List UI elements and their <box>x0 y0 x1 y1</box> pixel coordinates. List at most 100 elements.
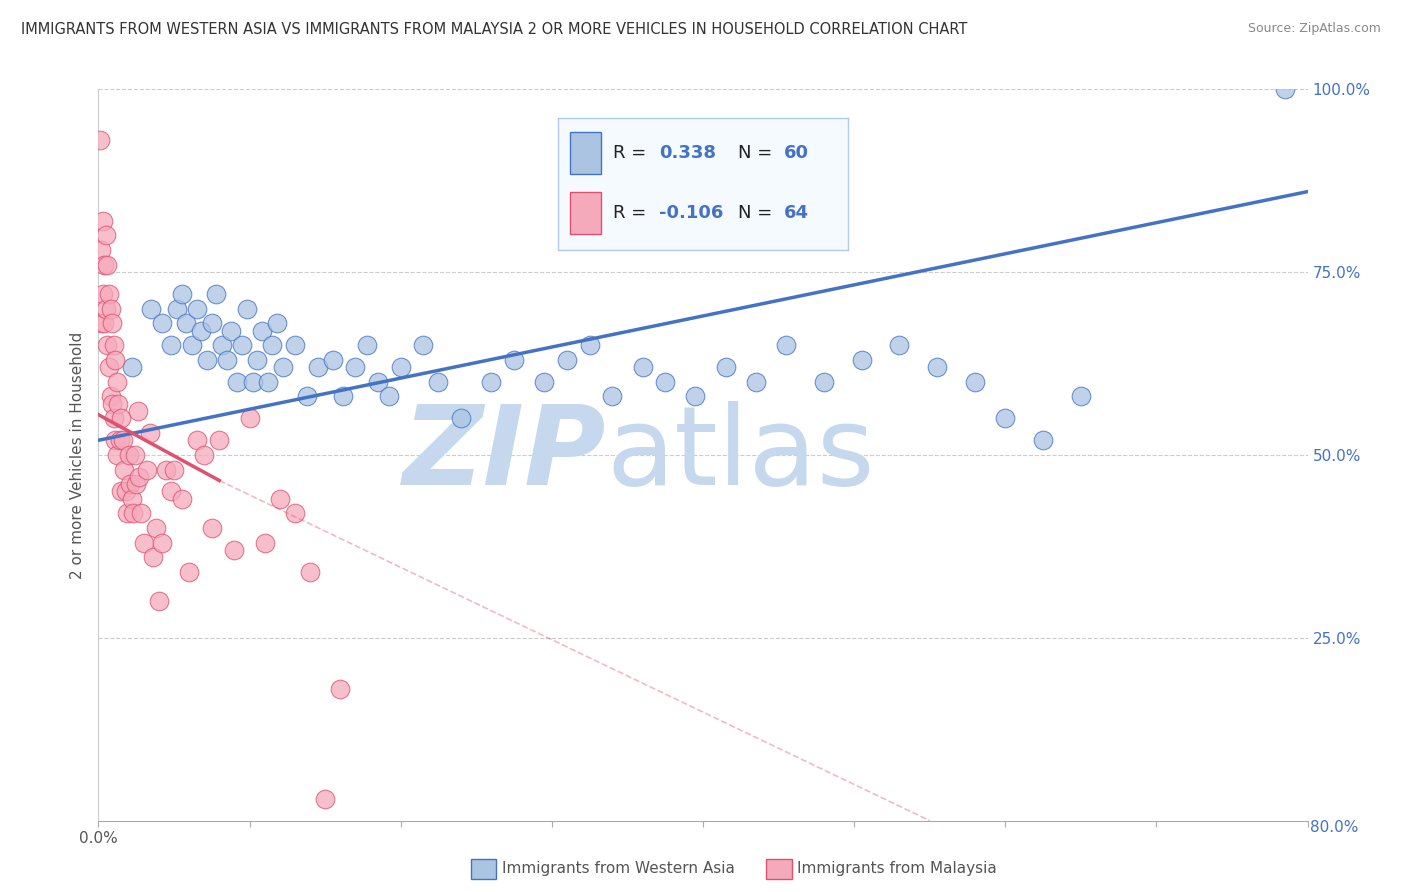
Point <box>284 507 307 521</box>
Point <box>98 287 121 301</box>
Point <box>163 462 186 476</box>
Point <box>111 434 134 448</box>
Point <box>179 565 201 579</box>
Point <box>295 389 318 403</box>
Point <box>90 243 112 257</box>
Point <box>100 301 122 316</box>
Point <box>110 484 132 499</box>
Point <box>166 301 188 316</box>
Point <box>122 507 145 521</box>
Point <box>118 448 141 462</box>
Point <box>269 491 291 506</box>
Point <box>602 389 624 403</box>
Point <box>160 338 183 352</box>
Text: Immigrants from Malaysia: Immigrants from Malaysia <box>797 862 997 876</box>
Text: Immigrants from Western Asia: Immigrants from Western Asia <box>502 862 735 876</box>
Point <box>284 338 307 352</box>
Point <box>578 338 600 352</box>
Point <box>889 338 911 352</box>
Point <box>654 375 676 389</box>
Point <box>132 535 155 549</box>
Point <box>93 258 115 272</box>
Point <box>242 375 264 389</box>
Point <box>150 535 173 549</box>
Point <box>104 434 127 448</box>
Point <box>91 287 114 301</box>
Point <box>356 338 378 352</box>
Point <box>1032 434 1054 448</box>
Point <box>193 448 215 462</box>
Point <box>145 521 167 535</box>
Point <box>148 594 170 608</box>
Point <box>181 338 204 352</box>
Point <box>190 324 212 338</box>
Point <box>105 448 128 462</box>
Point <box>427 375 450 389</box>
Point <box>533 375 555 389</box>
Text: ZIP: ZIP <box>402 401 606 508</box>
Point <box>104 352 127 367</box>
Point <box>555 352 578 367</box>
Point <box>745 375 768 389</box>
Point <box>155 462 177 476</box>
Point <box>481 375 503 389</box>
Point <box>170 491 193 506</box>
Point <box>262 338 284 352</box>
Point <box>813 375 835 389</box>
Point <box>332 389 354 403</box>
Point <box>299 565 322 579</box>
Point <box>367 375 389 389</box>
Point <box>775 338 797 352</box>
Point <box>96 338 118 352</box>
Point <box>389 360 412 375</box>
Point <box>125 477 148 491</box>
Point <box>98 360 121 375</box>
Text: 80.0%: 80.0% <box>1310 821 1358 835</box>
Point <box>256 375 278 389</box>
Point <box>211 338 233 352</box>
Point <box>329 681 352 696</box>
Point <box>714 360 737 375</box>
Point <box>110 411 132 425</box>
Point <box>377 389 399 403</box>
Point <box>120 477 142 491</box>
Point <box>150 316 173 330</box>
Point <box>121 491 143 506</box>
Point <box>139 425 162 440</box>
Point <box>927 360 949 375</box>
Point <box>101 397 124 411</box>
Point <box>89 133 111 147</box>
Point <box>239 411 262 425</box>
Point <box>344 360 367 375</box>
Point <box>174 316 197 330</box>
Point <box>100 389 122 403</box>
Point <box>226 375 249 389</box>
Point <box>101 316 124 330</box>
Point <box>121 360 143 375</box>
Point <box>201 521 224 535</box>
Point <box>965 375 987 389</box>
Point <box>124 448 146 462</box>
Point <box>231 338 253 352</box>
Y-axis label: 2 or more Vehicles in Household: 2 or more Vehicles in Household <box>69 331 84 579</box>
Point <box>195 352 218 367</box>
Point <box>1274 82 1296 96</box>
Text: Source: ZipAtlas.com: Source: ZipAtlas.com <box>1247 22 1381 36</box>
Point <box>208 434 231 448</box>
Point <box>129 507 152 521</box>
Point <box>994 411 1017 425</box>
Point <box>215 352 238 367</box>
Point <box>94 301 117 316</box>
Point <box>322 352 344 367</box>
Point <box>142 550 165 565</box>
Point <box>108 434 131 448</box>
Point <box>186 301 208 316</box>
Point <box>91 214 114 228</box>
Point <box>314 791 336 805</box>
Point <box>135 462 157 476</box>
Point <box>246 352 269 367</box>
Point <box>127 404 149 418</box>
Point <box>170 287 193 301</box>
Point <box>253 535 276 549</box>
Point <box>186 434 208 448</box>
